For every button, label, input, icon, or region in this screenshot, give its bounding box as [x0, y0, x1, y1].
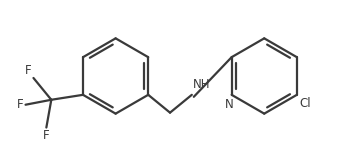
- Text: NH: NH: [193, 78, 210, 91]
- Text: N: N: [225, 98, 234, 111]
- Text: F: F: [25, 64, 32, 77]
- Text: F: F: [17, 98, 24, 111]
- Text: Cl: Cl: [300, 97, 312, 110]
- Text: F: F: [43, 130, 50, 143]
